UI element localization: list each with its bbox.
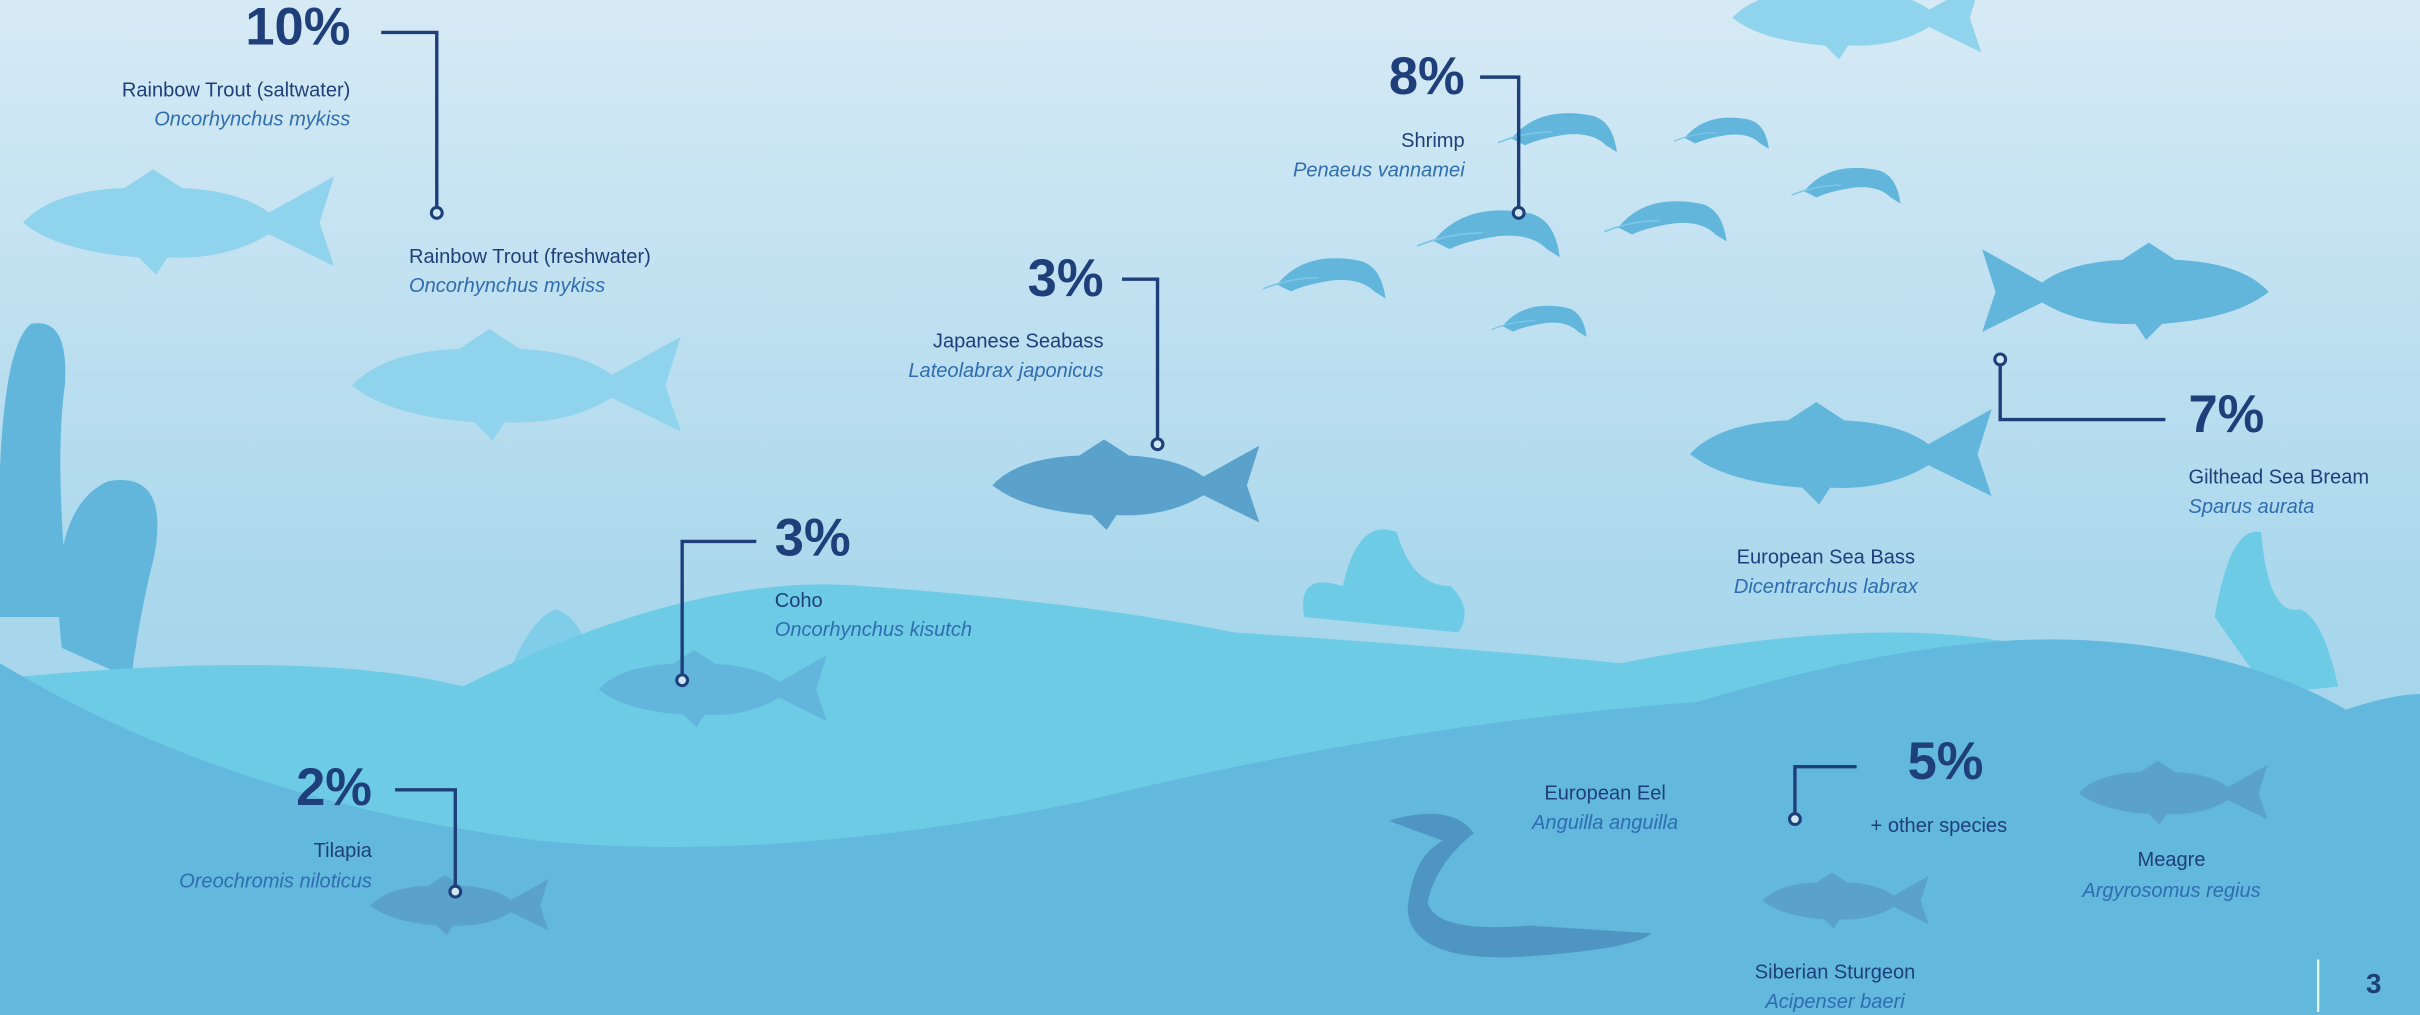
coral bbox=[1303, 529, 1465, 633]
species-name: Japanese Seabass bbox=[933, 331, 1104, 353]
leader-dot bbox=[1993, 352, 2008, 367]
species-name: Tilapia bbox=[314, 840, 373, 862]
leader-dot bbox=[448, 884, 463, 899]
latin-name: Penaeus vannamei bbox=[1293, 160, 1465, 182]
percent: 2% bbox=[296, 759, 372, 817]
leader-line bbox=[395, 788, 457, 892]
latin-name: Sparus aurata bbox=[2188, 496, 2314, 518]
leader-dot bbox=[429, 205, 444, 220]
species-name: Meagre bbox=[2138, 849, 2206, 871]
page-number: 3 bbox=[2366, 968, 2381, 999]
species-name: European Eel bbox=[1544, 783, 1666, 805]
leader-dot bbox=[1150, 437, 1165, 452]
latin-name: Anguilla anguilla bbox=[1531, 812, 1678, 834]
leader-line bbox=[1998, 359, 2166, 422]
latin-name: Acipenser baeri bbox=[1764, 991, 1905, 1013]
leader-dot bbox=[1511, 205, 1526, 220]
species-name: Rainbow Trout (saltwater) bbox=[122, 79, 350, 101]
wave bbox=[0, 639, 2420, 1015]
percent: 10% bbox=[245, 0, 350, 57]
species-name: Shrimp bbox=[1401, 130, 1465, 152]
leader-line bbox=[381, 30, 439, 213]
latin-name: Oncorhynchus kisutch bbox=[775, 619, 972, 641]
leader-dot bbox=[1787, 812, 1802, 827]
species-name: Gilthead Sea Bream bbox=[2188, 466, 2369, 488]
species-name: European Sea Bass bbox=[1737, 547, 1915, 569]
latin-name: Dicentrarchus labrax bbox=[1734, 576, 1919, 598]
species-name: Siberian Sturgeon bbox=[1755, 962, 1916, 984]
percent: 7% bbox=[2188, 386, 2264, 444]
species-name: Coho bbox=[775, 590, 823, 612]
eel-silhouette bbox=[1389, 813, 1652, 958]
percent: 5% bbox=[1908, 733, 1984, 791]
latin-name: Oncorhynchus mykiss bbox=[154, 109, 350, 131]
latin-name: Lateolabrax japonicus bbox=[908, 360, 1103, 382]
coral bbox=[2214, 531, 2339, 695]
leader-line bbox=[1122, 277, 1160, 445]
note: + other species bbox=[1871, 815, 2008, 837]
leader-line bbox=[1793, 764, 1857, 820]
leader-dot bbox=[675, 673, 690, 688]
latin-name: Oreochromis niloticus bbox=[179, 871, 372, 893]
seaweed bbox=[58, 480, 158, 679]
leaders bbox=[381, 30, 2166, 899]
latin-name: Oncorhynchus mykiss bbox=[409, 275, 605, 297]
seaweed bbox=[0, 323, 70, 618]
percent: 3% bbox=[1028, 250, 1104, 308]
latin-name: Argyrosomus regius bbox=[2081, 880, 2260, 902]
species-name: Rainbow Trout (freshwater) bbox=[409, 246, 651, 268]
leader-line bbox=[680, 539, 757, 681]
leader-line bbox=[1480, 75, 1521, 213]
percent: 8% bbox=[1389, 48, 1465, 106]
percent: 3% bbox=[775, 509, 851, 567]
coral bbox=[509, 609, 587, 672]
